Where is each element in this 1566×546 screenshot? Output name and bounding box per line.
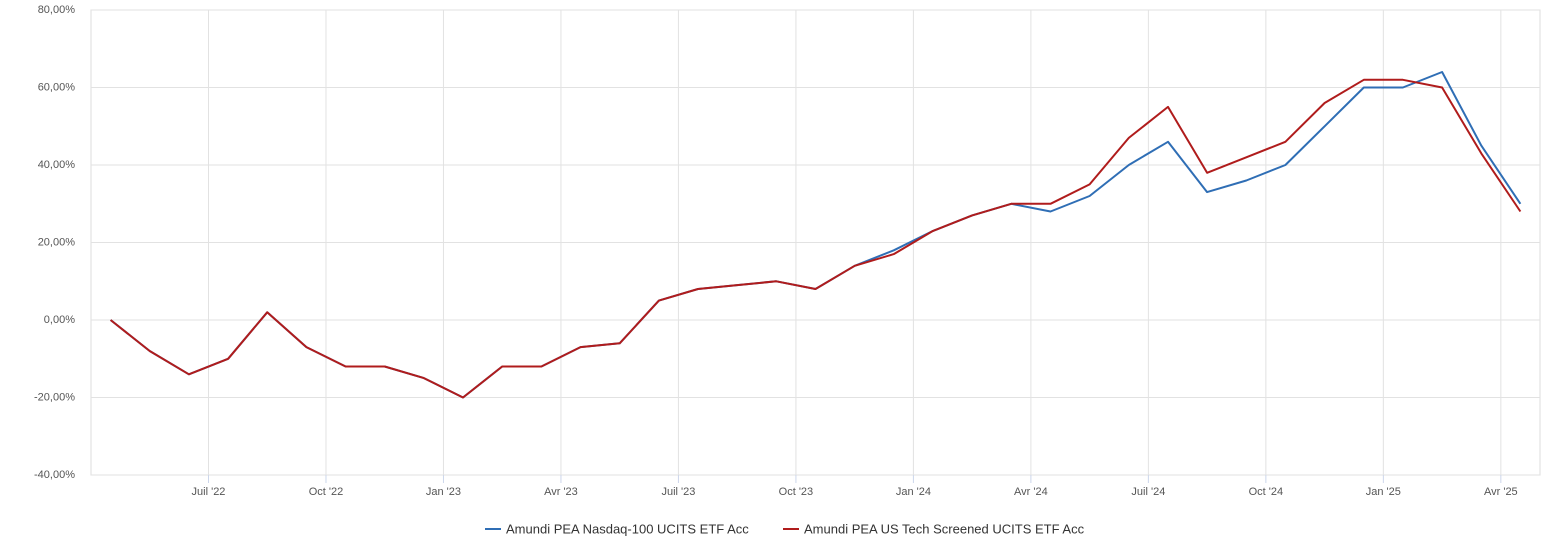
legend: Amundi PEA Nasdaq-100 UCITS ETF Acc Amund… xyxy=(485,521,1085,536)
line-series xyxy=(109,71,1522,399)
x-tick-label: Jan '25 xyxy=(1366,486,1401,498)
x-tick-label: Juil '24 xyxy=(1131,486,1165,498)
x-tick-label: Jan '24 xyxy=(896,486,931,498)
y-tick-label: 80,00% xyxy=(38,4,76,16)
x-tick-label: Avr '24 xyxy=(1014,486,1048,498)
x-tick-label: Juil '23 xyxy=(661,486,695,498)
x-tick-label: Avr '23 xyxy=(544,486,578,498)
legend-label: Amundi PEA US Tech Screened UCITS ETF Ac… xyxy=(804,521,1085,536)
y-tick-label: -20,00% xyxy=(34,391,75,403)
x-tick-label: Juil '22 xyxy=(192,486,226,498)
x-tick-label: Oct '23 xyxy=(779,486,814,498)
y-tick-label: -40,00% xyxy=(34,469,75,481)
x-tick-label: Jan '23 xyxy=(426,486,461,498)
x-tick-label: Avr '25 xyxy=(1484,486,1518,498)
line-series xyxy=(109,78,1522,399)
legend-label: Amundi PEA Nasdaq-100 UCITS ETF Acc xyxy=(506,521,749,536)
y-tick-label: 20,00% xyxy=(38,236,76,248)
y-tick-label: 60,00% xyxy=(38,81,76,93)
y-tick-label: 40,00% xyxy=(38,159,76,171)
x-tick-label: Oct '22 xyxy=(309,486,344,498)
x-tick-label: Oct '24 xyxy=(1249,486,1284,498)
y-tick-label: 0,00% xyxy=(44,314,75,326)
